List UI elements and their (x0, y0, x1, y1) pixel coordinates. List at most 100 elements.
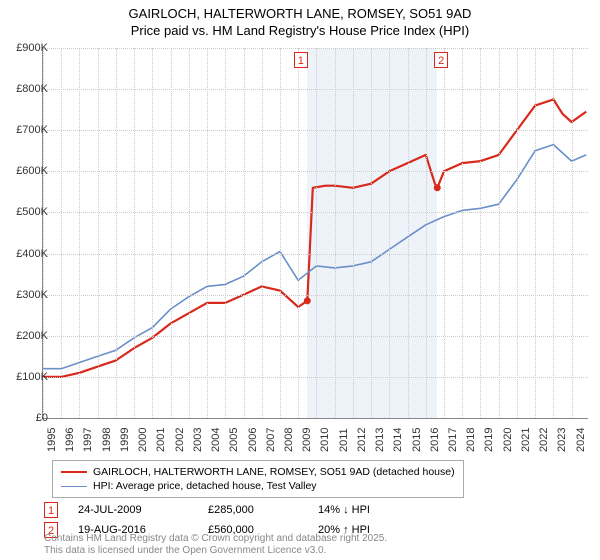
footnote-line1: Contains HM Land Registry data © Crown c… (44, 533, 387, 545)
gridline-v (152, 48, 153, 418)
gridline-v (480, 48, 481, 418)
y-axis-label: £900K (16, 42, 48, 54)
transaction-date: 24-JUL-2009 (78, 504, 188, 516)
x-axis-label: 2003 (192, 428, 204, 452)
y-axis-label: £100K (16, 371, 48, 383)
x-axis-label: 2019 (483, 428, 495, 452)
gridline-v (61, 48, 62, 418)
gridline-v (462, 48, 463, 418)
gridline-v (280, 48, 281, 418)
price-chart (42, 48, 588, 419)
transaction-delta: 14% ↓ HPI (318, 504, 370, 516)
gridline-v (353, 48, 354, 418)
x-axis-label: 2007 (265, 428, 277, 452)
gridline-h (43, 89, 588, 90)
gridline-v (207, 48, 208, 418)
marker-badge: 1 (294, 52, 308, 68)
gridline-v (444, 48, 445, 418)
gridline-v (116, 48, 117, 418)
gridline-v (79, 48, 80, 418)
title-line2: Price paid vs. HM Land Registry's House … (0, 23, 600, 40)
gridline-h (43, 130, 588, 131)
footnote: Contains HM Land Registry data © Crown c… (44, 533, 387, 557)
x-axis-label: 2001 (155, 428, 167, 452)
x-axis-label: 2015 (411, 428, 423, 452)
gridline-h (43, 48, 588, 49)
legend-swatch (61, 486, 87, 487)
y-axis-label: £300K (16, 289, 48, 301)
y-axis-label: £400K (16, 248, 48, 260)
x-axis-label: 2010 (319, 428, 331, 452)
marker-point (304, 297, 311, 304)
footnote-line2: This data is licensed under the Open Gov… (44, 545, 387, 557)
gridline-v (371, 48, 372, 418)
x-axis-label: 2008 (283, 428, 295, 452)
legend-label: GAIRLOCH, HALTERWORTH LANE, ROMSEY, SO51… (93, 466, 455, 478)
legend-swatch (61, 471, 87, 473)
gridline-v (535, 48, 536, 418)
gridline-h (43, 377, 588, 378)
gridline-v (553, 48, 554, 418)
x-axis-label: 2021 (520, 428, 532, 452)
x-axis-label: 2020 (502, 428, 514, 452)
x-axis-label: 2024 (575, 428, 587, 452)
marker-point (434, 184, 441, 191)
gridline-v (335, 48, 336, 418)
gridline-v (262, 48, 263, 418)
x-axis-label: 2012 (356, 428, 368, 452)
x-axis-label: 2005 (228, 428, 240, 452)
x-axis-label: 2022 (538, 428, 550, 452)
gridline-h (43, 212, 588, 213)
x-axis-label: 2016 (429, 428, 441, 452)
x-axis-label: 1998 (101, 428, 113, 452)
x-axis-label: 2002 (174, 428, 186, 452)
y-axis-label: £600K (16, 165, 48, 177)
y-axis-label: £200K (16, 330, 48, 342)
x-axis-label: 2000 (137, 428, 149, 452)
gridline-v (298, 48, 299, 418)
x-axis-label: 2009 (301, 428, 313, 452)
gridline-h (43, 254, 588, 255)
x-axis-label: 2018 (465, 428, 477, 452)
gridline-v (43, 48, 44, 418)
x-axis-label: 2013 (374, 428, 386, 452)
legend-label: HPI: Average price, detached house, Test… (93, 480, 317, 492)
gridline-v (389, 48, 390, 418)
y-axis-label: £800K (16, 83, 48, 95)
gridline-v (244, 48, 245, 418)
x-axis-label: 2011 (338, 428, 350, 452)
x-axis-label: 2023 (556, 428, 568, 452)
gridline-v (171, 48, 172, 418)
y-axis-label: £0 (36, 412, 48, 424)
gridline-v (572, 48, 573, 418)
gridline-v (98, 48, 99, 418)
x-axis-label: 1995 (46, 428, 58, 452)
gridline-h (43, 336, 588, 337)
gridline-v (408, 48, 409, 418)
gridline-h (43, 171, 588, 172)
gridline-v (189, 48, 190, 418)
legend-item: HPI: Average price, detached house, Test… (61, 479, 455, 493)
gridline-h (43, 295, 588, 296)
y-axis-label: £700K (16, 124, 48, 136)
marker-badge: 2 (434, 52, 448, 68)
gridline-v (499, 48, 500, 418)
x-axis-label: 2004 (210, 428, 222, 452)
legend-item: GAIRLOCH, HALTERWORTH LANE, ROMSEY, SO51… (61, 465, 455, 479)
transaction-badge: 1 (44, 502, 58, 518)
transaction-price: £285,000 (208, 504, 298, 516)
gridline-v (316, 48, 317, 418)
transaction-row: 1 24-JUL-2009 £285,000 14% ↓ HPI (44, 502, 370, 518)
gridline-v (134, 48, 135, 418)
x-axis-label: 1996 (64, 428, 76, 452)
gridline-v (426, 48, 427, 418)
x-axis-label: 2017 (447, 428, 459, 452)
x-axis-label: 2014 (392, 428, 404, 452)
x-axis-label: 1997 (82, 428, 94, 452)
legend: GAIRLOCH, HALTERWORTH LANE, ROMSEY, SO51… (52, 460, 464, 498)
title-line1: GAIRLOCH, HALTERWORTH LANE, ROMSEY, SO51… (0, 6, 600, 23)
y-axis-label: £500K (16, 206, 48, 218)
x-axis-label: 2006 (247, 428, 259, 452)
gridline-v (517, 48, 518, 418)
x-axis-label: 1999 (119, 428, 131, 452)
